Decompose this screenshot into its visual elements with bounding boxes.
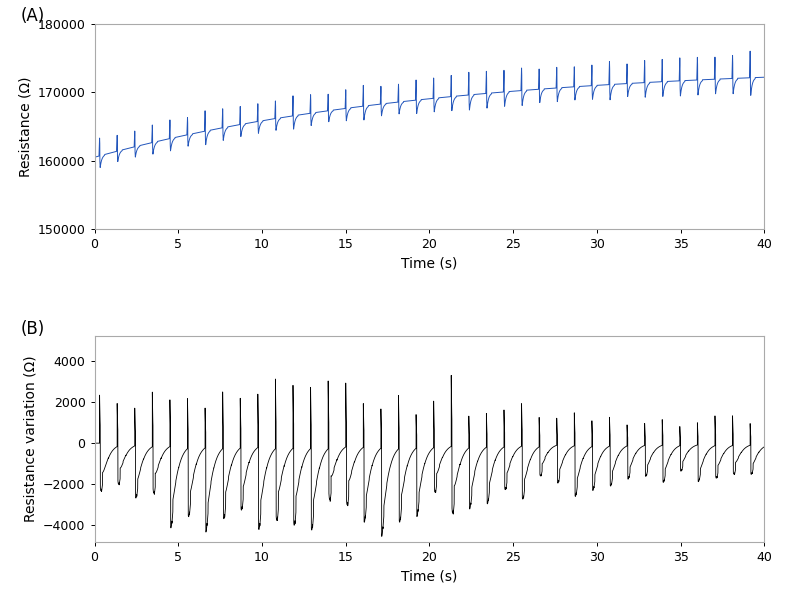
Text: (A): (A): [21, 7, 45, 25]
Text: (B): (B): [21, 320, 45, 337]
X-axis label: Time (s): Time (s): [401, 257, 458, 271]
Y-axis label: Resistance variation (Ω): Resistance variation (Ω): [24, 356, 38, 522]
X-axis label: Time (s): Time (s): [401, 570, 458, 584]
Y-axis label: Resistance (Ω): Resistance (Ω): [18, 76, 32, 177]
